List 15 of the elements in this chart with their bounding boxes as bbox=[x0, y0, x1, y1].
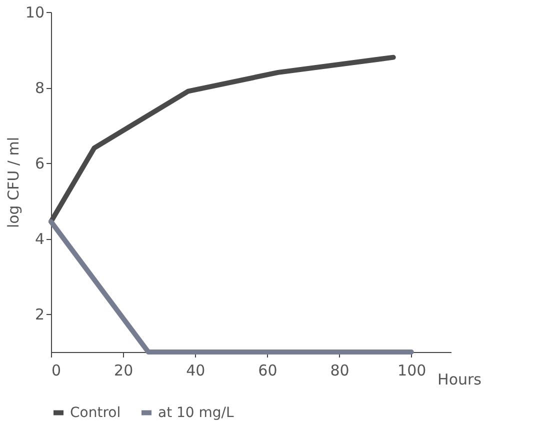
y-tick-label: 10 bbox=[25, 4, 44, 22]
x-axis-title: Hours bbox=[438, 370, 482, 388]
x-tick-label: 40 bbox=[186, 362, 206, 380]
legend-label: at 10 mg/L bbox=[158, 404, 234, 421]
x-tick-label: 60 bbox=[258, 362, 278, 380]
y-tick-label: 8 bbox=[34, 79, 44, 98]
y-tick-label: 2 bbox=[34, 306, 44, 324]
y-axis-title: log CFU / ml bbox=[4, 136, 22, 228]
x-tick-label: 20 bbox=[114, 362, 134, 380]
x-tick-label: 0 bbox=[52, 362, 62, 380]
x-tick-label: 80 bbox=[330, 362, 350, 380]
legend-label: Control bbox=[70, 404, 121, 421]
y-tick-label: 6 bbox=[34, 154, 44, 173]
y-tick-label: 4 bbox=[34, 230, 44, 248]
x-tick-label: 100 bbox=[398, 362, 426, 380]
